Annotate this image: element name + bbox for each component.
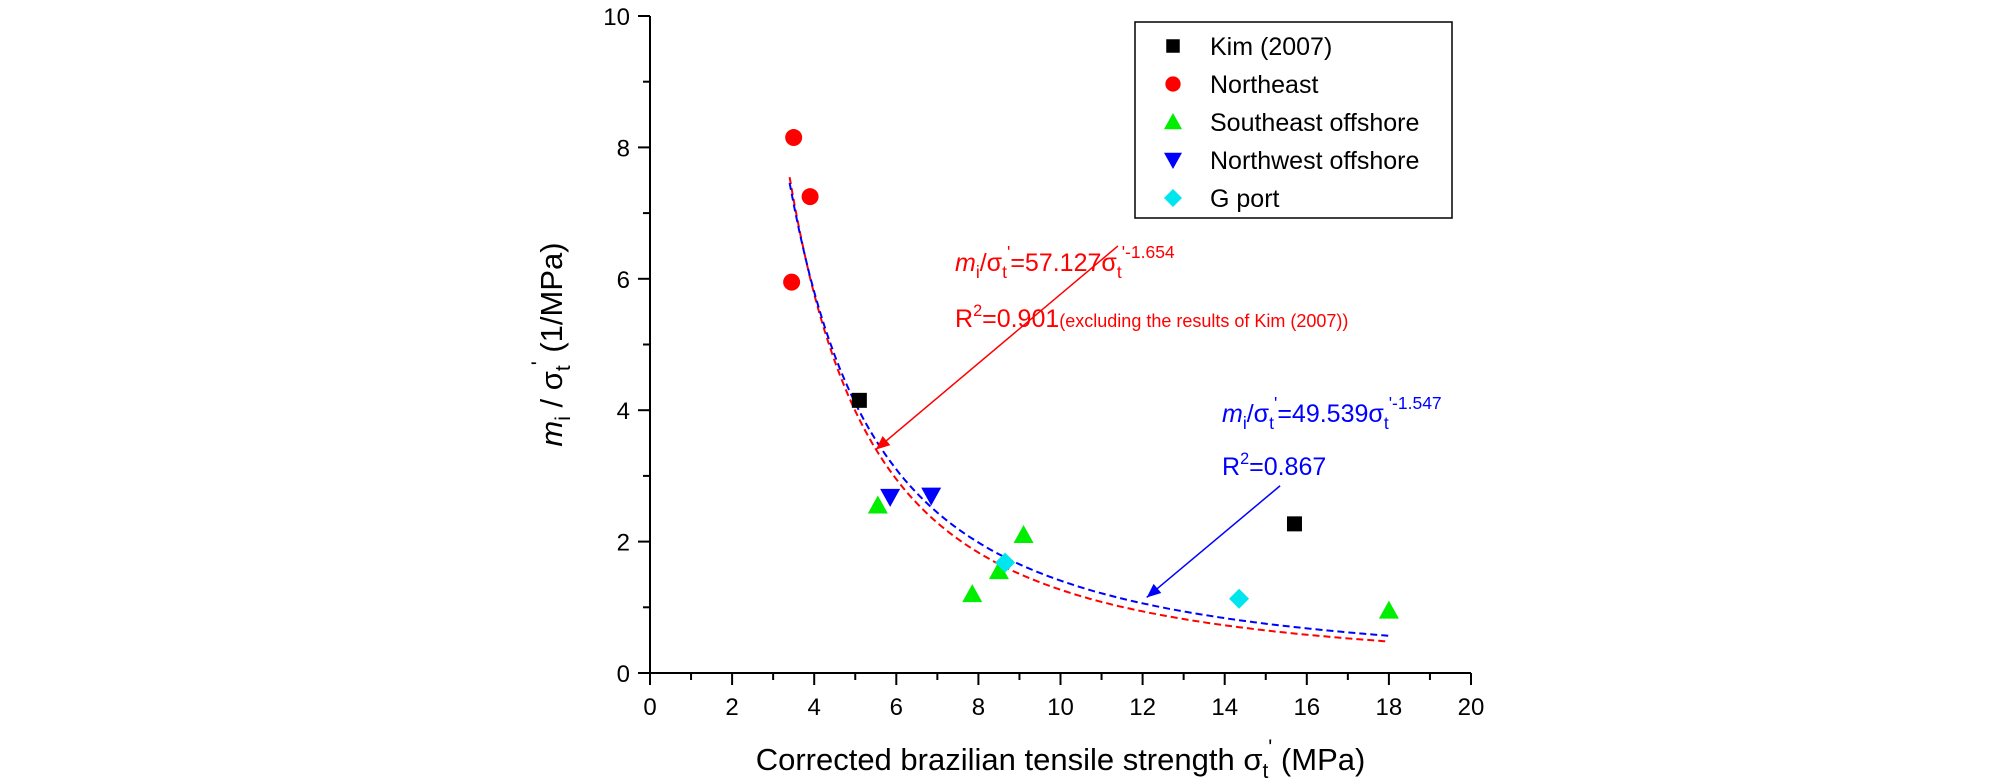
- northwest-offshore-point: [880, 488, 901, 507]
- x-tick-label: 8: [972, 694, 985, 721]
- southeast-offshore-point: [867, 495, 888, 514]
- x-tick-label: 4: [808, 694, 821, 721]
- legend-label-northwest-offshore: Northwest offshore: [1210, 147, 1419, 175]
- x-tick-label: 20: [1458, 694, 1485, 721]
- red-fit-r2: R2=0.901(excluding the results of Kim (2…: [955, 302, 1348, 333]
- y-tick-label: 4: [617, 398, 630, 425]
- legend-marker-southeast-offshore: [1164, 113, 1182, 130]
- northwest-offshore-point: [921, 487, 942, 506]
- x-tick-label: 16: [1293, 694, 1320, 721]
- g-port-point: [1229, 588, 1250, 609]
- x-tick-label: 18: [1376, 694, 1403, 721]
- southeast-offshore-point: [1378, 600, 1399, 619]
- red-fit-arrow-line: [875, 245, 1119, 451]
- kim-2007-point: [1286, 516, 1302, 532]
- legend-marker-g-port: [1164, 189, 1182, 207]
- blue-fit-arrow-line: [1146, 485, 1281, 599]
- legend-marker-northeast: [1165, 76, 1181, 92]
- g-port-point: [995, 552, 1016, 573]
- x-axis-title: Corrected brazilian tensile strength σt'…: [756, 736, 1366, 782]
- blue-fit-arrow-head: [1146, 583, 1162, 598]
- x-tick-label: 10: [1047, 694, 1074, 721]
- southeast-offshore-point: [988, 561, 1009, 580]
- northeast-point: [801, 188, 819, 206]
- legend-box: [1134, 21, 1453, 219]
- northeast-point: [785, 129, 803, 147]
- x-tick-label: 2: [725, 694, 738, 721]
- red-fit-arrow-head: [875, 436, 891, 450]
- legend-marker-kim-2007: [1166, 39, 1180, 53]
- y-tick-label: 10: [603, 4, 630, 31]
- blue-fit-equation: mi/σt'=49.539σt'-1.547: [1222, 393, 1442, 433]
- x-tick-label: 12: [1129, 694, 1156, 721]
- legend-label-northeast: Northeast: [1210, 71, 1318, 99]
- x-tick-label: 14: [1211, 694, 1238, 721]
- southeast-offshore-point: [962, 584, 983, 603]
- kim-2007-point: [851, 392, 867, 408]
- legend-label-g-port: G port: [1210, 185, 1280, 213]
- legend-marker-northwest-offshore: [1164, 152, 1182, 169]
- red-fit-equation: mi/σt'=57.127σt'-1.654: [955, 242, 1175, 282]
- x-tick-label: 6: [890, 694, 903, 721]
- blue-fit-curve: [788, 182, 1389, 637]
- legend-label-kim-2007: Kim (2007): [1210, 33, 1332, 61]
- x-tick-label: 0: [643, 694, 656, 721]
- y-tick-label: 0: [617, 661, 630, 688]
- legend-label-southeast-offshore: Southeast offshore: [1210, 109, 1419, 137]
- blue-fit-r2: R2=0.867: [1222, 450, 1326, 481]
- northeast-point: [783, 273, 801, 291]
- y-tick-label: 2: [617, 530, 630, 557]
- red-fit-curve: [788, 177, 1389, 643]
- y-tick-label: 8: [617, 135, 630, 162]
- southeast-offshore-point: [1013, 525, 1034, 544]
- y-tick-label: 6: [617, 267, 630, 294]
- y-axis-title: mi / σt' (1/MPa): [528, 242, 575, 446]
